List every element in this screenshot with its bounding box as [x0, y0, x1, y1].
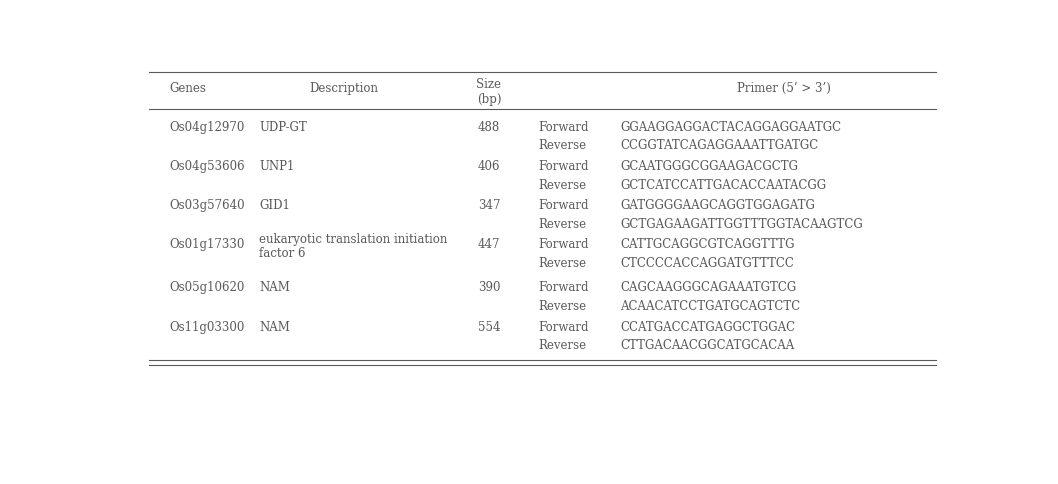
Text: CTTGACAACGGCATGCACAA: CTTGACAACGGCATGCACAA [620, 338, 795, 351]
Text: Description: Description [309, 81, 378, 94]
Text: 347: 347 [477, 199, 500, 212]
Text: (bp): (bp) [477, 92, 501, 106]
Text: GCTCATCCATTGACACCAATACGG: GCTCATCCATTGACACCAATACGG [620, 178, 826, 191]
Text: CAGCAAGGGCAGAAATGTCG: CAGCAAGGGCAGAAATGTCG [620, 281, 797, 294]
Text: 390: 390 [477, 281, 500, 294]
Text: eukaryotic translation initiation: eukaryotic translation initiation [259, 232, 448, 245]
Text: Reverse: Reverse [539, 257, 586, 270]
Text: Genes: Genes [169, 81, 206, 94]
Text: Os03g57640: Os03g57640 [169, 199, 244, 212]
Text: GATGGGGAAGCAGGTGGAGATG: GATGGGGAAGCAGGTGGAGATG [620, 199, 815, 212]
Text: 447: 447 [477, 238, 500, 251]
Text: NAM: NAM [259, 281, 290, 294]
Text: Reverse: Reverse [539, 178, 586, 191]
Text: Size: Size [476, 77, 501, 91]
Text: Forward: Forward [539, 160, 588, 173]
Text: 488: 488 [478, 121, 500, 134]
Text: Reverse: Reverse [539, 139, 586, 152]
Text: Reverse: Reverse [539, 300, 586, 312]
Text: Forward: Forward [539, 281, 588, 294]
Text: NAM: NAM [259, 320, 290, 333]
Text: Os01g17330: Os01g17330 [169, 238, 244, 251]
Text: Reverse: Reverse [539, 338, 586, 351]
Text: Forward: Forward [539, 199, 588, 212]
Text: Forward: Forward [539, 320, 588, 333]
Text: 554: 554 [477, 320, 500, 333]
Text: UDP-GT: UDP-GT [259, 121, 307, 134]
Text: Reverse: Reverse [539, 217, 586, 230]
Text: Os04g12970: Os04g12970 [169, 121, 244, 134]
Text: Forward: Forward [539, 121, 588, 134]
Text: CTCCCCACCAGGATGTTTCC: CTCCCCACCAGGATGTTTCC [620, 257, 794, 270]
Text: CCATGACCATGAGGCTGGAC: CCATGACCATGAGGCTGGAC [620, 320, 796, 333]
Text: Os05g10620: Os05g10620 [169, 281, 244, 294]
Text: Forward: Forward [539, 238, 588, 251]
Text: Os11g03300: Os11g03300 [169, 320, 244, 333]
Text: UNP1: UNP1 [259, 160, 295, 173]
Text: factor 6: factor 6 [259, 246, 306, 259]
Text: 406: 406 [477, 160, 500, 173]
Text: GID1: GID1 [259, 199, 290, 212]
Text: GCAATGGGCGGAAGACGCTG: GCAATGGGCGGAAGACGCTG [620, 160, 798, 173]
Text: Primer (5’ > 3’): Primer (5’ > 3’) [737, 81, 831, 94]
Text: GCTGAGAAGATTGGTTTGGTACAAGTCG: GCTGAGAAGATTGGTTTGGTACAAGTCG [620, 217, 863, 230]
Text: Os04g53606: Os04g53606 [169, 160, 244, 173]
Text: GGAAGGAGGACTACAGGAGGAATGC: GGAAGGAGGACTACAGGAGGAATGC [620, 121, 841, 134]
Text: CCGGTATCAGAGGAAATTGATGC: CCGGTATCAGAGGAAATTGATGC [620, 139, 819, 152]
Text: CATTGCAGGCGTCAGGTTTG: CATTGCAGGCGTCAGGTTTG [620, 238, 795, 251]
Text: ACAACATCCTGATGCAGTCTC: ACAACATCCTGATGCAGTCTC [620, 300, 800, 312]
